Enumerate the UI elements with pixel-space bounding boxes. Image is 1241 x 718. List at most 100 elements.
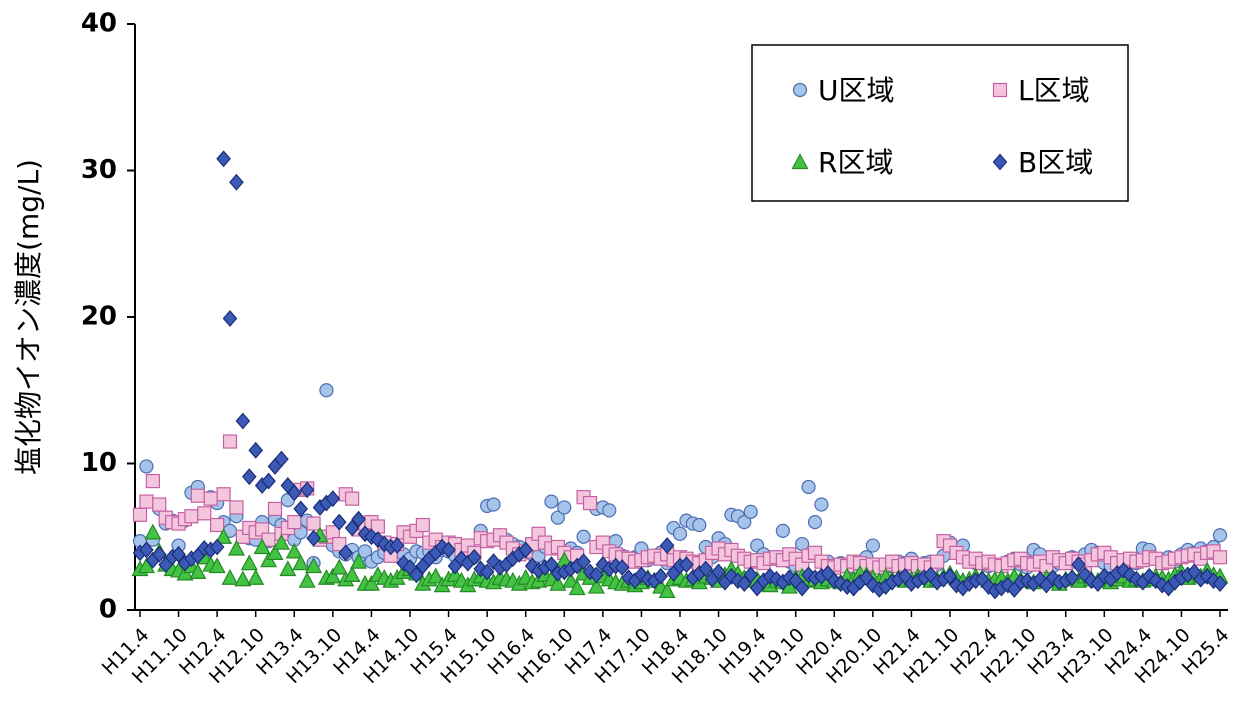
- legend: [751, 44, 1129, 202]
- data-point: [350, 552, 368, 569]
- data-point: [210, 517, 225, 533]
- data-point: [145, 473, 160, 489]
- data-point: [215, 527, 233, 544]
- data-point: [274, 450, 289, 468]
- data-point: [189, 563, 207, 580]
- data-point: [266, 544, 284, 560]
- data-point: [1071, 556, 1086, 574]
- data-point: [415, 517, 430, 533]
- data-point: [486, 497, 501, 512]
- y-tick-label: 0: [99, 595, 117, 625]
- data-point: [775, 523, 790, 538]
- data-point: [241, 468, 257, 486]
- data-point: [658, 582, 676, 599]
- data-point: [184, 509, 199, 524]
- y-tick-label: 20: [81, 302, 117, 332]
- data-point: [582, 495, 598, 511]
- data-point: [562, 571, 580, 588]
- data-point: [807, 514, 823, 530]
- data-point: [286, 484, 302, 502]
- data-point: [240, 554, 258, 571]
- y-tick-label: 10: [81, 448, 117, 478]
- data-point: [279, 560, 297, 577]
- data-point: [692, 517, 707, 533]
- data-point: [325, 490, 341, 508]
- data-point: [589, 566, 604, 584]
- data-point: [427, 567, 445, 584]
- data-point: [1212, 550, 1228, 565]
- data-point: [253, 538, 271, 555]
- data-point: [216, 150, 231, 168]
- data-point: [261, 472, 276, 490]
- data-point: [331, 513, 347, 531]
- legend-marker: [992, 82, 1008, 98]
- data-point: [801, 479, 816, 495]
- data-point: [576, 529, 591, 544]
- data-point: [139, 494, 154, 509]
- data-point: [197, 506, 212, 521]
- data-point: [190, 488, 205, 503]
- data-point: [299, 481, 315, 499]
- data-point: [285, 542, 303, 559]
- data-point: [221, 568, 239, 585]
- data-point: [216, 487, 231, 502]
- data-point: [409, 566, 424, 584]
- data-point: [587, 577, 605, 594]
- data-point: [247, 568, 265, 585]
- data-point: [305, 557, 323, 574]
- data-point: [151, 545, 167, 563]
- y-tick-label: 30: [81, 155, 117, 185]
- data-point: [357, 544, 373, 559]
- legend-label: U区域: [818, 74, 895, 107]
- data-point: [362, 574, 380, 591]
- data-point: [209, 538, 225, 556]
- data-point: [139, 459, 154, 474]
- data-point: [267, 501, 283, 517]
- data-point: [865, 538, 880, 553]
- y-axis-title: 塩化物イオン濃度(mg/L): [12, 159, 45, 475]
- data-point: [576, 553, 591, 571]
- data-point: [1212, 575, 1228, 593]
- data-point: [229, 500, 244, 515]
- data-point: [659, 537, 675, 554]
- data-point: [227, 539, 245, 556]
- data-point: [544, 494, 559, 509]
- data-point: [343, 566, 361, 582]
- data-point: [137, 557, 155, 574]
- data-point: [319, 383, 334, 398]
- data-point: [298, 571, 316, 588]
- data-point: [653, 567, 669, 585]
- data-point: [1064, 569, 1080, 587]
- data-point: [222, 310, 238, 327]
- data-point: [814, 497, 829, 512]
- data-point: [324, 567, 342, 584]
- data-point: [203, 491, 218, 506]
- data-point: [292, 554, 310, 571]
- data-point: [235, 412, 251, 430]
- data-point: [544, 556, 559, 574]
- data-point: [795, 536, 810, 552]
- data-point: [672, 526, 688, 541]
- data-point: [568, 579, 586, 596]
- data-point: [208, 557, 226, 574]
- data-point: [466, 548, 482, 566]
- data-point: [345, 491, 360, 506]
- data-point: [550, 510, 565, 525]
- data-point: [736, 575, 752, 593]
- legend-label: B区域: [1018, 146, 1093, 179]
- data-point: [171, 545, 186, 563]
- data-point: [557, 500, 572, 515]
- legend-label: L区域: [1018, 74, 1090, 107]
- data-point: [234, 570, 252, 587]
- data-point: [794, 579, 810, 597]
- data-point: [479, 563, 495, 581]
- data-point: [711, 563, 726, 581]
- data-point: [1212, 528, 1228, 543]
- data-point: [272, 533, 290, 550]
- y-tick-label: 40: [81, 9, 117, 39]
- legend-marker: [791, 153, 809, 170]
- data-point: [930, 554, 945, 569]
- data-point: [737, 514, 752, 530]
- data-point: [132, 507, 148, 522]
